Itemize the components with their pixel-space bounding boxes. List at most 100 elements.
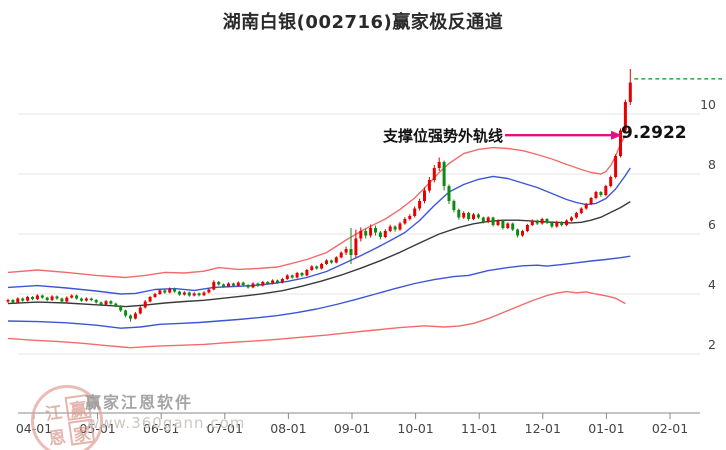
candle-body: [99, 302, 103, 305]
candle-body: [521, 231, 524, 236]
inner-lower-blue-line: [7, 255, 631, 329]
candle-body: [325, 260, 328, 264]
gridlines: [18, 113, 700, 355]
candle-body: [31, 297, 34, 300]
candle-body: [315, 266, 319, 269]
candle-body: [457, 210, 461, 218]
candle-body: [197, 293, 201, 296]
candle-body: [300, 273, 304, 276]
watermark-brand-text: 赢家江恩软件: [85, 393, 194, 412]
x-axis-tick-label: 11-01: [461, 421, 497, 436]
candle-body: [550, 222, 554, 227]
candle-body: [261, 282, 265, 286]
candle-body: [540, 219, 544, 224]
candle-body: [403, 219, 407, 224]
candle-body: [70, 295, 74, 298]
candle-body: [369, 228, 373, 236]
candle-body: [452, 201, 456, 210]
candle-body: [476, 214, 480, 218]
candle-body: [65, 297, 69, 302]
candle-body: [227, 283, 230, 287]
candle-body: [418, 201, 422, 209]
candle-body: [506, 223, 510, 228]
candle-body: [393, 226, 397, 230]
candle-body: [246, 285, 250, 288]
mid-black-line: [7, 201, 631, 308]
candle-body: [584, 204, 588, 209]
candle-body: [148, 297, 152, 302]
candle-body: [427, 180, 431, 191]
candle-body: [628, 82, 632, 102]
candle-body: [266, 282, 270, 284]
candle-body: [516, 229, 520, 236]
inner-upper-blue-line: [7, 167, 631, 295]
candle-body: [202, 292, 206, 296]
x-axis-tick-label: 10-01: [397, 421, 433, 436]
candle-body: [192, 293, 196, 296]
candle-body: [545, 219, 549, 223]
candle-body: [295, 273, 299, 278]
x-axis-tick-label: 02-01: [652, 421, 688, 436]
y-axis-tick-label: 2: [708, 337, 716, 352]
candle-body: [133, 313, 137, 319]
candle-body: [75, 295, 79, 299]
candle-body: [129, 315, 132, 319]
candle-body: [530, 220, 534, 225]
candle-body: [496, 220, 500, 225]
candle-body: [589, 198, 593, 204]
x-axis-tick-label: 06-01: [143, 421, 179, 436]
candle-body: [285, 275, 289, 279]
candle-body: [594, 192, 598, 198]
page-title: 湖南白银(002716)赢家极反通道: [222, 12, 504, 33]
candle-body: [349, 249, 353, 255]
outer-lower-red-line: [7, 290, 626, 349]
candle-body: [525, 225, 529, 231]
candle-body: [35, 295, 39, 300]
watermark-url-text: www.360gann.com: [87, 414, 246, 432]
y-axis-tick-label: 6: [708, 217, 716, 232]
candle-body: [217, 282, 221, 285]
candle-body: [21, 298, 25, 301]
candle-body: [271, 280, 275, 284]
outer-upper-red-line: [7, 134, 627, 279]
channel-lines: [7, 134, 631, 349]
candle-body: [442, 162, 446, 186]
candle-body: [344, 249, 348, 253]
candle-body: [378, 232, 382, 237]
candle-body: [80, 298, 83, 301]
y-axis-tick-label: 10: [700, 97, 716, 112]
candle-body: [163, 290, 167, 293]
candle-body: [114, 303, 118, 306]
candle-body: [535, 220, 539, 224]
y-axis-labels: 2 4 6 8 10: [700, 97, 716, 352]
candle-body: [256, 283, 260, 286]
candle-body: [467, 213, 471, 219]
candle-body: [486, 217, 490, 222]
candle-body: [408, 216, 412, 219]
candle-body: [305, 270, 309, 276]
x-axis-tick-label: 01-01: [588, 421, 624, 436]
candle-body: [413, 208, 417, 216]
candle-body: [310, 266, 314, 270]
candle-body: [251, 283, 255, 288]
candle-body: [619, 130, 622, 156]
candle-body: [280, 279, 284, 283]
arrow-head: [611, 130, 622, 140]
support-line-annotation-label: 支撑位强势外轨线: [383, 127, 504, 145]
candle-body: [119, 306, 123, 311]
candle-body: [158, 290, 162, 294]
candle-body: [388, 226, 392, 231]
candle-body: [354, 238, 358, 255]
candle-body: [89, 298, 93, 300]
seal-char: 恩: [46, 426, 67, 449]
candle-body: [560, 222, 564, 225]
candle-body: [501, 220, 505, 228]
candle-body: [138, 307, 142, 314]
candle-body: [574, 213, 578, 218]
candle-body: [329, 260, 333, 263]
candle-body: [104, 301, 108, 305]
candle-body: [604, 186, 608, 195]
candle-body: [143, 301, 147, 308]
candle-body: [320, 264, 324, 269]
